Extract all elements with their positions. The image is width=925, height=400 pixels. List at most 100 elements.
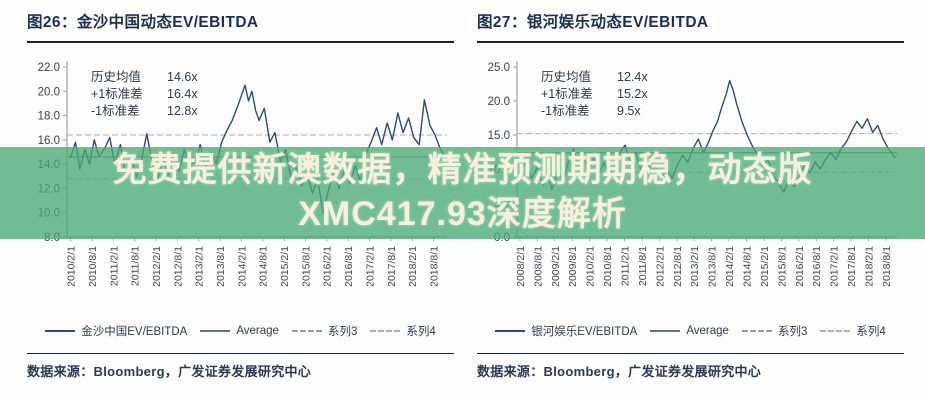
x-tick-label: 2016/8/1 bbox=[343, 246, 355, 287]
stat-row-mean: 历史均值 14.6x bbox=[91, 69, 198, 86]
x-tick-label: 2018/2/1 bbox=[407, 246, 419, 287]
dashed-line-swatch-icon bbox=[370, 330, 401, 332]
line-swatch-icon bbox=[650, 330, 681, 332]
x-tick-label: 2015/8/1 bbox=[776, 246, 788, 287]
line-swatch-icon bbox=[200, 330, 231, 332]
legend-item-series4: 系列4 bbox=[370, 323, 436, 339]
legend-item-series3: 系列3 bbox=[741, 323, 808, 339]
x-tick-label: 2010/2/1 bbox=[585, 246, 597, 287]
stat-row-plus1sd: +1标准差 16.4x bbox=[91, 86, 198, 103]
x-tick-label: 2016/2/1 bbox=[322, 246, 334, 287]
y-tick-label: 16.0 bbox=[38, 135, 60, 147]
stat-value-minus1sd: 9.5x bbox=[617, 104, 641, 118]
y-tick-label: 20.0 bbox=[38, 86, 60, 98]
stat-value-mean: 12.4x bbox=[617, 70, 648, 84]
stat-label-minus1sd: -1标准差 bbox=[91, 104, 140, 118]
x-tick-label: 2015/2/1 bbox=[759, 246, 771, 287]
x-tick-label: 2016/8/1 bbox=[811, 246, 823, 287]
ev-ebitda-chart-galaxy: 25.020.015.010.05.00.02008/2/12008/8/120… bbox=[488, 61, 897, 287]
x-tick-label: 2018/8/1 bbox=[881, 246, 893, 287]
x-tick-label: 2013/8/1 bbox=[215, 246, 227, 287]
x-tick-label: 2010/8/1 bbox=[602, 246, 614, 287]
x-tick-label: 2009/8/1 bbox=[567, 246, 579, 287]
ev-ebitda-chart-sands: 22.020.018.016.014.012.010.08.02010/2/12… bbox=[38, 61, 447, 287]
x-tick-label: 2015/8/1 bbox=[300, 246, 312, 287]
x-tick-label: 2017/8/1 bbox=[386, 246, 398, 287]
legend-item-series: 银河娱乐EV/EBITDA bbox=[495, 323, 637, 339]
x-tick-label: 2013/2/1 bbox=[194, 246, 206, 287]
x-tick-label: 2018/2/1 bbox=[864, 246, 876, 287]
dashed-line-swatch-icon bbox=[820, 330, 851, 332]
y-tick-label: 18.0 bbox=[38, 111, 60, 123]
legend-item-average: Average bbox=[650, 325, 729, 337]
figure-panel-galaxy: 图27：银河娱乐动态EV/EBITDA 25.020.015.010.05.00… bbox=[477, 10, 904, 380]
promo-overlay-banner: 免费提供新澳数据，精准预测期期稳，动态版XMC417.93深度解析 bbox=[0, 147, 925, 239]
source-rule bbox=[477, 353, 904, 354]
figure-panel-sands: 图26：金沙中国动态EV/EBITDA 22.020.018.016.014.0… bbox=[27, 10, 454, 380]
x-tick-label: 2013/2/1 bbox=[689, 246, 701, 287]
x-tick-label: 2010/8/1 bbox=[87, 246, 99, 287]
x-tick-label: 2018/8/1 bbox=[428, 246, 440, 287]
chart-legend: 金沙中国EV/EBITDA Average 系列3 系列4 bbox=[27, 323, 454, 339]
y-tick-label: 20.0 bbox=[488, 96, 510, 108]
y-tick-label: 22.0 bbox=[38, 62, 60, 74]
x-tick-label: 2011/8/1 bbox=[130, 246, 142, 286]
line-swatch-icon bbox=[45, 330, 76, 332]
data-source-note: 数据来源：Bloomberg，广发证券发展研究中心 bbox=[27, 364, 312, 379]
stat-value-plus1sd: 16.4x bbox=[167, 87, 198, 101]
x-tick-label: 2011/2/1 bbox=[108, 246, 120, 286]
stats-block: 历史均值 12.4x +1标准差 15.2x -1标准差 9.5x bbox=[541, 69, 648, 120]
x-tick-label: 2011/2/1 bbox=[619, 246, 631, 286]
legend-item-series3: 系列3 bbox=[291, 323, 358, 339]
legend-label: 系列4 bbox=[856, 326, 886, 338]
x-tick-label: 2012/8/1 bbox=[172, 246, 184, 287]
x-tick-label: 2014/2/1 bbox=[236, 246, 248, 287]
dashed-line-swatch-icon bbox=[741, 330, 772, 332]
source-rule bbox=[27, 353, 454, 354]
y-tick-label: 15.0 bbox=[488, 130, 510, 142]
data-source-note: 数据来源：Bloomberg，广发证券发展研究中心 bbox=[477, 364, 762, 379]
stat-label-plus1sd: +1标准差 bbox=[91, 87, 143, 101]
x-tick-label: 2008/8/1 bbox=[532, 246, 544, 287]
chart-legend: 银河娱乐EV/EBITDA Average 系列3 系列4 bbox=[477, 323, 904, 339]
title-rule bbox=[477, 41, 904, 43]
stats-block: 历史均值 14.6x +1标准差 16.4x -1标准差 12.8x bbox=[91, 69, 198, 120]
x-tick-label: 2017/8/1 bbox=[846, 246, 858, 287]
stat-value-minus1sd: 12.8x bbox=[167, 104, 198, 118]
stat-row-mean: 历史均值 12.4x bbox=[541, 69, 648, 86]
figure-title: 图26：金沙中国动态EV/EBITDA bbox=[27, 14, 259, 31]
x-tick-label: 2012/2/1 bbox=[151, 246, 163, 287]
x-tick-label: 2016/2/1 bbox=[794, 246, 806, 287]
legend-label: 金沙中国EV/EBITDA bbox=[81, 326, 188, 338]
x-tick-label: 2013/8/1 bbox=[707, 246, 719, 287]
x-tick-label: 2015/2/1 bbox=[279, 246, 291, 287]
x-tick-label: 2009/2/1 bbox=[550, 246, 562, 287]
stat-row-minus1sd: -1标准差 9.5x bbox=[541, 103, 648, 120]
legend-label: Average bbox=[686, 325, 729, 337]
x-tick-label: 2014/8/1 bbox=[258, 246, 270, 287]
title-rule bbox=[27, 41, 454, 43]
stat-label-plus1sd: +1标准差 bbox=[541, 87, 593, 101]
x-tick-label: 2008/2/1 bbox=[515, 246, 527, 287]
x-tick-label: 2011/8/1 bbox=[637, 246, 649, 286]
stat-value-mean: 14.6x bbox=[167, 70, 198, 84]
legend-label: 银河娱乐EV/EBITDA bbox=[531, 326, 638, 338]
stat-label-mean: 历史均值 bbox=[541, 70, 592, 84]
line-swatch-icon bbox=[495, 330, 526, 332]
chart-area-galaxy: 25.020.015.010.05.00.02008/2/12008/8/120… bbox=[477, 47, 904, 317]
legend-label: 系列3 bbox=[777, 326, 808, 338]
promo-overlay-text: 免费提供新澳数据，精准预测期期稳，动态版XMC417.93深度解析 bbox=[112, 151, 813, 233]
dashed-line-swatch-icon bbox=[291, 330, 322, 332]
legend-label: 系列3 bbox=[327, 326, 358, 338]
legend-item-average: Average bbox=[200, 325, 279, 337]
stat-row-plus1sd: +1标准差 15.2x bbox=[541, 86, 648, 103]
stat-label-minus1sd: -1标准差 bbox=[541, 104, 590, 118]
stat-row-minus1sd: -1标准差 12.8x bbox=[91, 103, 198, 120]
x-tick-label: 2010/2/1 bbox=[66, 246, 78, 287]
x-tick-label: 2014/8/1 bbox=[742, 246, 754, 287]
y-tick-label: 25.0 bbox=[488, 62, 510, 74]
stat-label-mean: 历史均值 bbox=[91, 70, 142, 84]
chart-area-sands: 22.020.018.016.014.012.010.08.02010/2/12… bbox=[27, 47, 454, 317]
stat-value-plus1sd: 15.2x bbox=[617, 87, 648, 101]
